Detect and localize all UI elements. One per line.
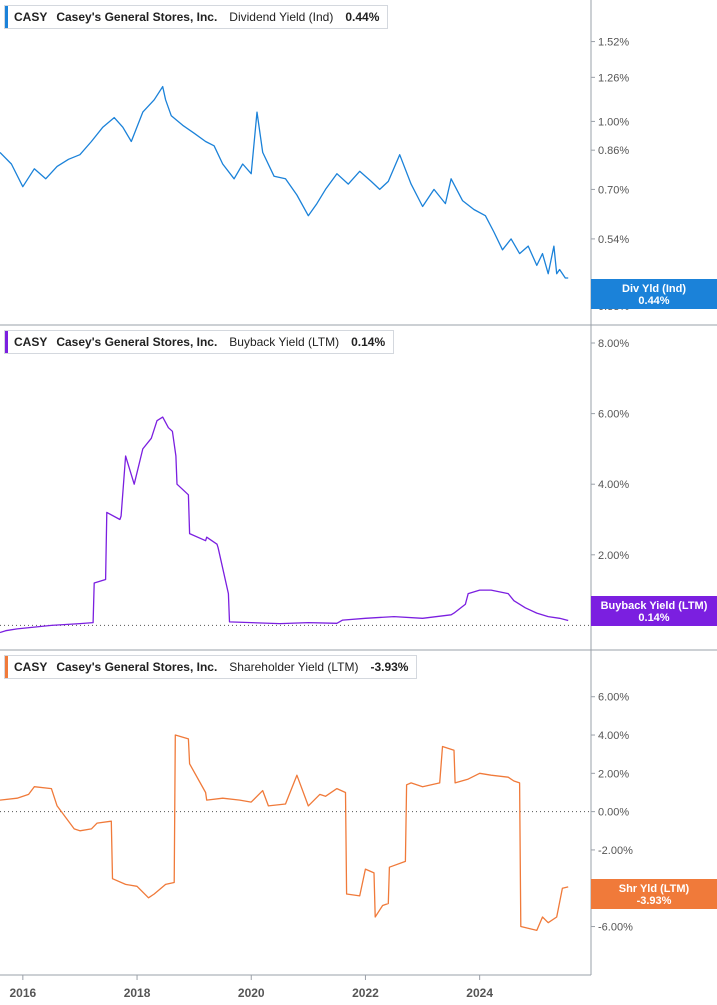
flag-value: 0.44% bbox=[638, 295, 670, 307]
legend-swatch-buyback bbox=[5, 331, 8, 353]
y-tick-label: 6.00% bbox=[598, 409, 629, 421]
legend-ticker: CASY bbox=[14, 10, 48, 24]
y-tick-label: 4.00% bbox=[598, 730, 629, 742]
x-tick-label: 2020 bbox=[238, 986, 265, 1000]
legend-company: Casey's General Stores, Inc. bbox=[56, 660, 218, 674]
flag-label: Shr Yld (LTM) bbox=[618, 883, 690, 895]
value-flag-buyback: Buyback Yield (LTM) 0.14% bbox=[591, 596, 717, 626]
y-tick-label: 4.00% bbox=[598, 479, 629, 491]
value-flag-dividend: Div Yld (Ind) 0.44% bbox=[591, 279, 717, 309]
y-tick-label: 2.00% bbox=[598, 768, 629, 780]
legend-metric: Buyback Yield (LTM) bbox=[229, 335, 340, 349]
y-tick-label: 0.00% bbox=[598, 807, 629, 819]
y-tick-label: 0.54% bbox=[598, 234, 629, 246]
x-tick-label: 2024 bbox=[466, 986, 493, 1000]
y-tick-label: 1.26% bbox=[598, 72, 629, 84]
legend-ticker: CASY bbox=[14, 335, 48, 349]
y-tick-label: 1.52% bbox=[598, 37, 629, 49]
legend-ticker: CASY bbox=[14, 660, 48, 674]
x-tick-label: 2022 bbox=[352, 986, 379, 1000]
x-tick-label: 2016 bbox=[9, 986, 36, 1000]
y-tick-label: -6.00% bbox=[598, 922, 633, 934]
x-tick-label: 2018 bbox=[124, 986, 151, 1000]
legend-swatch-shareholder bbox=[5, 656, 8, 678]
flag-value: -3.93% bbox=[636, 895, 672, 907]
legend-swatch-dividend bbox=[5, 6, 8, 28]
y-tick-label: 6.00% bbox=[598, 692, 629, 704]
y-tick-label: 8.00% bbox=[598, 338, 629, 350]
series-line bbox=[0, 85, 569, 279]
legend-dividend-yield: CASY Casey's General Stores, Inc. Divide… bbox=[4, 5, 389, 29]
legend-company: Casey's General Stores, Inc. bbox=[56, 10, 218, 24]
legend-metric: Dividend Yield (Ind) bbox=[229, 10, 334, 24]
legend-buyback-yield: CASY Casey's General Stores, Inc. Buybac… bbox=[4, 330, 395, 354]
flag-value: 0.14% bbox=[638, 612, 670, 624]
series-line bbox=[0, 416, 569, 634]
value-flag-shareholder: Shr Yld (LTM) -3.93% bbox=[591, 879, 717, 909]
legend-value: -3.93% bbox=[370, 660, 409, 674]
y-tick-label: -2.00% bbox=[598, 845, 633, 857]
y-tick-label: 2.00% bbox=[598, 550, 629, 562]
y-tick-label: 0.86% bbox=[598, 145, 629, 157]
legend-value: 0.44% bbox=[345, 10, 380, 24]
legend-company: Casey's General Stores, Inc. bbox=[56, 335, 218, 349]
series-line bbox=[0, 734, 569, 932]
legend-value: 0.14% bbox=[351, 335, 386, 349]
flag-label: Div Yld (Ind) bbox=[622, 283, 686, 295]
y-tick-label: 0.70% bbox=[598, 184, 629, 196]
y-tick-label: 1.00% bbox=[598, 116, 629, 128]
flag-label: Buyback Yield (LTM) bbox=[600, 600, 708, 612]
legend-shareholder-yield: CASY Casey's General Stores, Inc. Shareh… bbox=[4, 655, 418, 679]
legend-metric: Shareholder Yield (LTM) bbox=[229, 660, 359, 674]
